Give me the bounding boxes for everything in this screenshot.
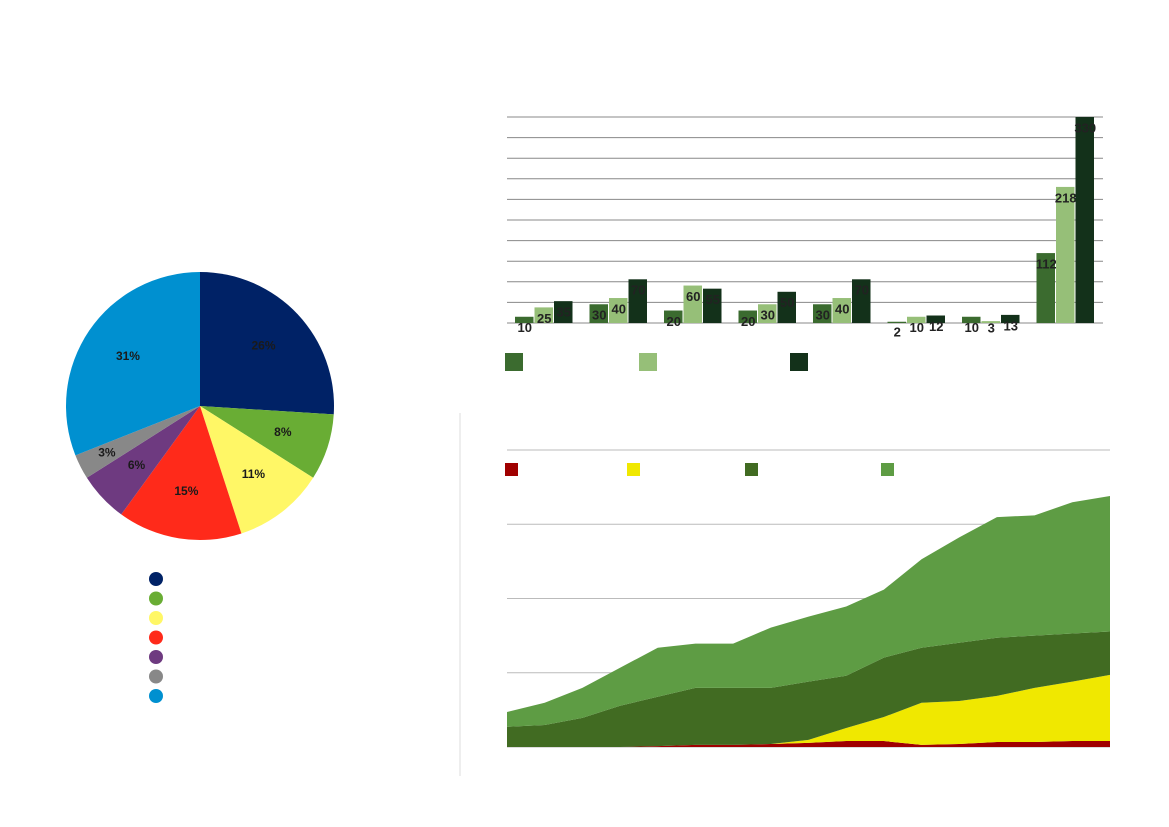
bar-label: 30: [592, 308, 606, 323]
pie-slice: [65, 271, 200, 456]
bar: [534, 307, 553, 323]
bar-label: 60: [686, 289, 700, 304]
legend-marker: [745, 463, 758, 476]
bar: [907, 316, 926, 323]
bar-label: 20: [667, 314, 681, 329]
bar: [926, 315, 945, 323]
bar: [628, 279, 647, 323]
slice-label: 8%: [274, 425, 292, 439]
bar-label: 10: [965, 320, 979, 335]
bar-label: 2: [894, 324, 901, 339]
legend-marker: [639, 353, 657, 371]
bar-label: 3: [988, 320, 995, 335]
pie-slice: [121, 406, 242, 540]
area: [507, 496, 1110, 727]
bar: [589, 304, 608, 323]
bar: [664, 310, 683, 323]
bar-label: 330: [1074, 120, 1096, 135]
pie-slice: [86, 406, 200, 515]
bar-label: 30: [816, 308, 830, 323]
slice-label: 31%: [116, 349, 140, 363]
bar: [1075, 117, 1094, 323]
bar: [777, 291, 796, 323]
bar: [515, 316, 534, 323]
legend-marker: [881, 463, 894, 476]
area: [507, 741, 1110, 747]
bar-label: 35: [557, 305, 571, 320]
legend-marker: [790, 353, 808, 371]
bar-label: 218: [1055, 190, 1077, 205]
bar-label: 70: [855, 283, 869, 298]
slice-label: 15%: [174, 484, 198, 498]
pie-slice: [75, 406, 200, 478]
bar: [852, 279, 871, 323]
legend-marker: [149, 650, 163, 664]
pie-slice: [200, 406, 334, 478]
pie-slice: [200, 272, 334, 415]
bar-label: 10: [910, 320, 924, 335]
bar-label: 55: [706, 292, 720, 307]
slice-label: 26%: [251, 339, 275, 353]
bar-label: 10: [518, 320, 532, 335]
bar: [1036, 253, 1055, 323]
legend-marker: [149, 630, 163, 645]
bar: [813, 304, 832, 323]
bar: [609, 298, 628, 323]
bar-label: 20: [741, 314, 755, 329]
bar-label: 25: [537, 311, 551, 326]
area: [507, 674, 1110, 747]
bar: [703, 288, 722, 323]
legend-marker: [149, 669, 163, 684]
bar: [887, 321, 906, 323]
bar-label: 12: [929, 319, 943, 334]
legend-marker: [149, 572, 163, 586]
legend-marker: [627, 463, 640, 476]
bar-label: 40: [612, 301, 626, 316]
bar: [738, 310, 757, 323]
bar-label: 13: [1004, 318, 1018, 333]
bar: [832, 298, 851, 323]
legend-marker: [149, 689, 163, 703]
bar: [1056, 186, 1075, 323]
legend-marker: [149, 611, 163, 625]
bar: [683, 285, 702, 323]
bar: [1001, 314, 1020, 323]
legend-marker: [505, 463, 518, 476]
bar: [981, 321, 1000, 323]
bar-label: 50: [780, 295, 794, 310]
legend-marker: [149, 591, 163, 606]
bar-label: 112: [1036, 257, 1057, 272]
bar: [758, 304, 777, 323]
pie-slice: [200, 406, 314, 534]
bar: [962, 316, 981, 323]
bar-label: 70: [631, 283, 645, 298]
bar: [554, 301, 573, 323]
legend-marker: [505, 353, 523, 371]
area: [507, 631, 1110, 747]
slice-label: 11%: [242, 467, 266, 481]
bar-label: 40: [835, 301, 849, 316]
slice-label: 3%: [98, 446, 116, 460]
bar-label: 30: [761, 308, 775, 323]
slice-label: 6%: [128, 458, 146, 472]
